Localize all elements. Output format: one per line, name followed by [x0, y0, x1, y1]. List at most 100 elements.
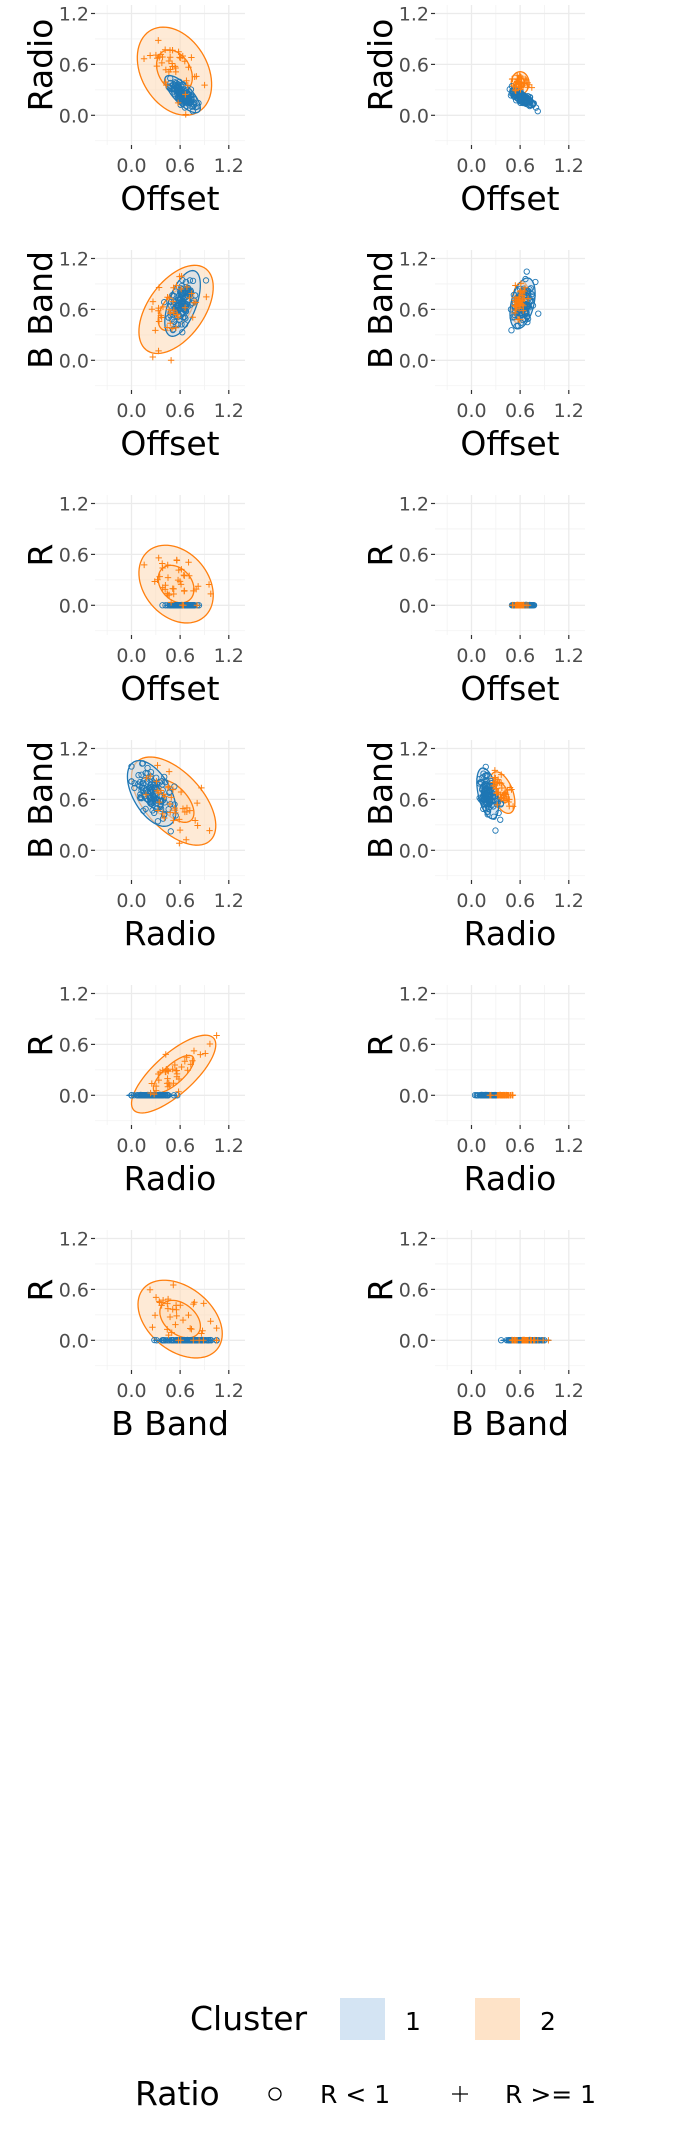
data-point-cluster-2	[170, 817, 177, 824]
data-point-cluster-2	[487, 1092, 495, 1099]
data-point-cluster-1	[189, 108, 196, 115]
data-point-cluster-2	[168, 60, 176, 67]
data-point-cluster-1	[161, 299, 168, 306]
data-point-cluster-1	[179, 276, 186, 284]
data-point-cluster-2	[164, 1326, 171, 1333]
data-point-cluster-2	[155, 37, 162, 44]
data-point-cluster-2	[142, 791, 150, 798]
data-point-cluster-1	[519, 92, 526, 99]
data-point-cluster-2	[181, 304, 189, 311]
data-point-cluster-1	[179, 329, 186, 336]
data-point-cluster-2	[200, 1300, 207, 1307]
data-point-cluster-2	[176, 840, 183, 847]
y-tick-label: 0.6	[59, 54, 89, 76]
data-point-cluster-2	[183, 836, 190, 843]
data-point-cluster-2	[174, 576, 182, 584]
legend: Cluster 1 2 Ratio R < 1 R >= 1	[135, 1998, 596, 2113]
data-point-cluster-1	[151, 1092, 159, 1099]
y-tick-label: 0.0	[399, 105, 429, 127]
data-point-cluster-2	[199, 1327, 206, 1334]
data-point-cluster-2	[152, 51, 160, 59]
data-point-cluster-1	[130, 1092, 138, 1099]
data-point-cluster-1	[170, 1092, 178, 1099]
data-point-cluster-1	[138, 771, 145, 778]
x-tick-label: 1.2	[214, 155, 244, 177]
data-point-cluster-1	[523, 313, 531, 321]
data-point-cluster-2	[203, 293, 210, 301]
y-axis-title: R	[361, 544, 400, 567]
y-tick-label: 0.6	[399, 1279, 429, 1301]
data-point-cluster-1	[165, 314, 172, 321]
data-point-cluster-2	[174, 99, 182, 107]
data-point-cluster-2	[177, 54, 184, 62]
data-point-cluster-1	[174, 90, 181, 98]
x-axis-title: Offset	[460, 424, 559, 463]
data-point-cluster-2	[193, 73, 200, 80]
data-point-cluster-1	[517, 319, 525, 326]
x-tick-label: 0.0	[116, 1380, 146, 1402]
y-tick-label: 0.6	[399, 299, 429, 321]
data-point-cluster-2	[173, 1070, 181, 1078]
data-point-cluster-2	[176, 826, 184, 834]
data-point-cluster-2	[179, 601, 186, 609]
data-point-cluster-2	[152, 1294, 160, 1301]
data-point-cluster-2	[148, 1080, 156, 1087]
data-point-cluster-1	[166, 789, 173, 796]
x-axis-title: Radio	[124, 1159, 217, 1198]
legend-label-cluster-1: 1	[405, 2007, 421, 2036]
y-tick-label: 1.2	[399, 1228, 429, 1250]
data-point-cluster-2	[187, 1061, 194, 1068]
data-point-cluster-2	[189, 1057, 196, 1064]
data-point-cluster-2	[511, 1336, 518, 1344]
data-point-cluster-2	[164, 561, 171, 569]
data-point-cluster-1	[482, 763, 489, 771]
data-point-cluster-2	[497, 1091, 505, 1099]
data-point-cluster-2	[149, 1324, 156, 1331]
data-point-cluster-1	[172, 303, 179, 311]
data-point-cluster-2	[159, 1296, 167, 1304]
data-point-cluster-2	[167, 599, 175, 606]
y-tick-label: 1.2	[59, 3, 89, 25]
data-point-cluster-1	[157, 803, 164, 811]
data-point-cluster-2	[172, 68, 180, 76]
data-point-cluster-2	[153, 62, 161, 70]
data-point-cluster-2	[161, 46, 169, 53]
y-axis-title: R	[361, 1034, 400, 1057]
data-point-cluster-2	[173, 1312, 180, 1320]
data-point-cluster-2	[163, 324, 171, 331]
data-point-cluster-2	[168, 325, 176, 332]
x-tick-label: 0.0	[116, 1135, 146, 1157]
data-point-cluster-1	[195, 99, 202, 107]
data-point-cluster-2	[167, 320, 174, 327]
data-point-cluster-1	[137, 793, 144, 801]
data-point-cluster-2	[520, 602, 528, 609]
x-tick-label: 0.0	[456, 155, 486, 177]
data-point-cluster-2	[491, 774, 498, 781]
data-point-cluster-2	[155, 307, 162, 314]
data-point-cluster-2	[175, 48, 182, 55]
data-point-cluster-1	[137, 1092, 144, 1099]
y-axis-title: Radio	[21, 19, 60, 112]
y-tick-label: 0.0	[399, 595, 429, 617]
x-axis-title: Offset	[120, 179, 219, 218]
data-point-cluster-1	[192, 292, 199, 299]
data-point-cluster-1	[162, 1337, 169, 1344]
data-point-cluster-2	[177, 581, 185, 588]
x-tick-label: 1.2	[214, 1380, 244, 1402]
x-axis-title: B Band	[451, 1404, 569, 1443]
data-point-cluster-2	[158, 59, 166, 67]
data-point-cluster-2	[156, 54, 163, 61]
data-point-cluster-1	[506, 86, 513, 93]
x-tick-label: 0.6	[505, 155, 535, 177]
data-point-cluster-1	[131, 784, 138, 792]
data-point-cluster-2	[172, 809, 179, 817]
data-point-cluster-1	[167, 302, 175, 309]
data-point-cluster-2	[502, 791, 510, 798]
data-point-cluster-2	[205, 581, 213, 588]
data-point-cluster-2	[507, 1092, 514, 1099]
y-axis-title: B Band	[21, 741, 60, 859]
data-point-cluster-2	[186, 572, 193, 580]
